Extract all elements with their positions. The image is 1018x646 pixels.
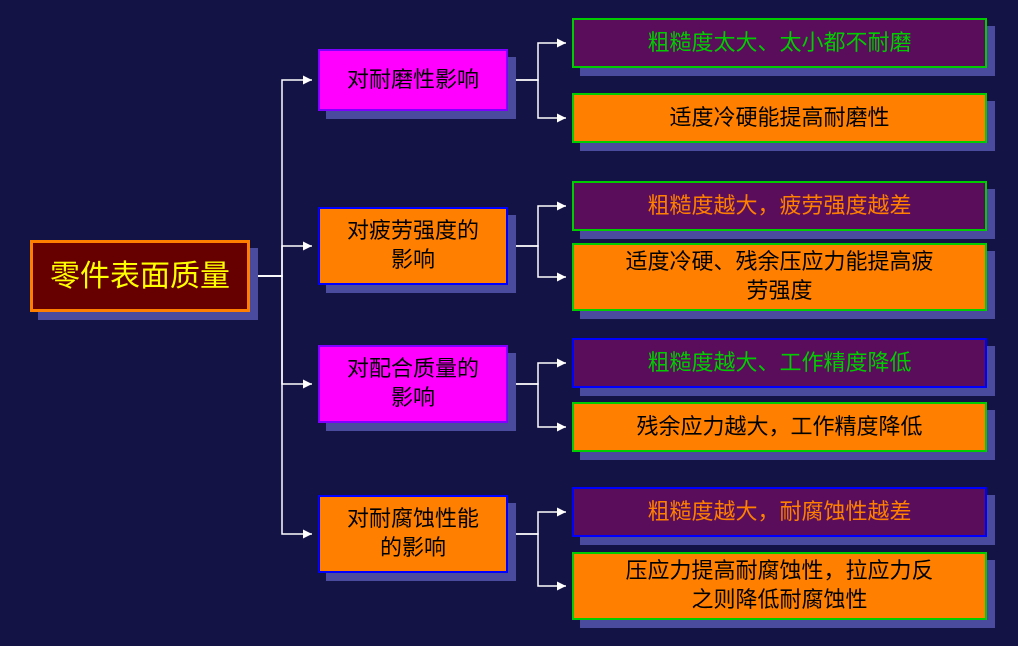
- leaf-3a-label: 粗糙度越大、工作精度降低: [647, 349, 911, 378]
- leaf-3b-label: 残余应力越大，工作精度降低: [636, 413, 922, 442]
- leaf-4b-label: 压应力提高耐腐蚀性，拉应力反 之则降低耐腐蚀性: [625, 557, 933, 614]
- root-label: 零件表面质量: [50, 257, 230, 296]
- leaf-1b: 适度冷硬能提高耐磨性: [572, 93, 987, 143]
- leaf-2b-label: 适度冷硬、残余压应力能提高疲 劳强度: [625, 248, 933, 305]
- branch-3-label: 对配合质量的 影响: [347, 355, 479, 412]
- leaf-1b-label: 适度冷硬能提高耐磨性: [669, 104, 889, 133]
- branch-4-label: 对耐腐蚀性能 的影响: [347, 505, 479, 562]
- leaf-1a: 粗糙度太大、太小都不耐磨: [572, 18, 987, 68]
- leaf-3a: 粗糙度越大、工作精度降低: [572, 338, 987, 388]
- branch-3: 对配合质量的 影响: [318, 345, 508, 423]
- branch-1: 对耐磨性影响: [318, 49, 508, 111]
- leaf-2a-label: 粗糙度越大，疲劳强度越差: [647, 192, 911, 221]
- leaf-1a-label: 粗糙度太大、太小都不耐磨: [647, 29, 911, 58]
- leaf-2a: 粗糙度越大，疲劳强度越差: [572, 181, 987, 231]
- root-node: 零件表面质量: [30, 240, 250, 312]
- leaf-4a: 粗糙度越大，耐腐蚀性越差: [572, 487, 987, 537]
- leaf-2b: 适度冷硬、残余压应力能提高疲 劳强度: [572, 243, 987, 311]
- branch-2: 对疲劳强度的 影响: [318, 207, 508, 285]
- branch-2-label: 对疲劳强度的 影响: [347, 217, 479, 274]
- branch-4: 对耐腐蚀性能 的影响: [318, 495, 508, 573]
- branch-1-label: 对耐磨性影响: [347, 66, 479, 95]
- leaf-4a-label: 粗糙度越大，耐腐蚀性越差: [647, 498, 911, 527]
- leaf-3b: 残余应力越大，工作精度降低: [572, 402, 987, 452]
- leaf-4b: 压应力提高耐腐蚀性，拉应力反 之则降低耐腐蚀性: [572, 552, 987, 620]
